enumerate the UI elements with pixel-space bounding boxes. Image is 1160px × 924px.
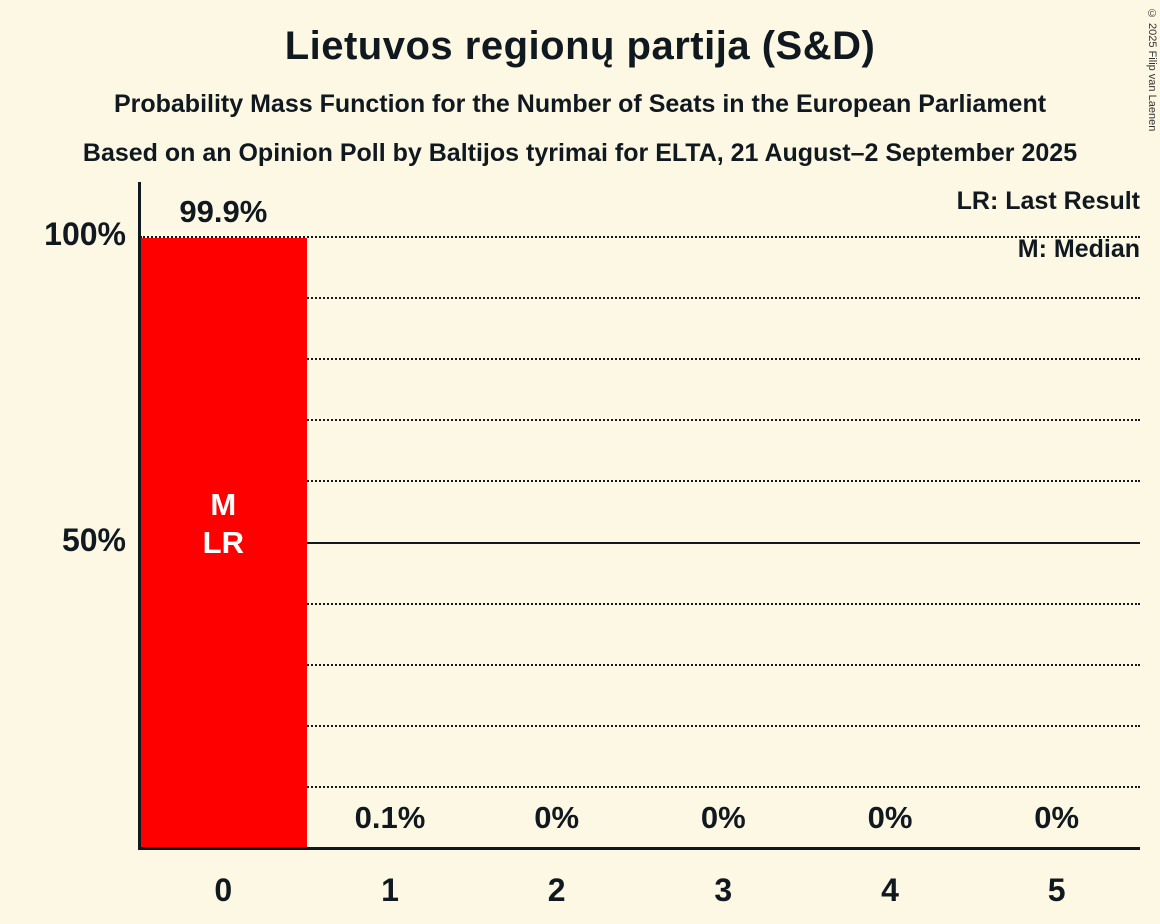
x-tick-label-1: 1 [381, 872, 399, 908]
bar-annotation-0: M LR [202, 486, 244, 560]
x-tick-label-4: 4 [881, 872, 899, 908]
y-axis-line [138, 182, 141, 850]
x-tick-label-3: 3 [714, 872, 733, 908]
gridline-20pct [140, 724, 1140, 727]
legend-last-result: LR: Last Result [956, 187, 1140, 215]
chart-title: Lietuvos regionų partija (S&D) [284, 24, 876, 68]
x-axis-line [138, 847, 1140, 850]
bar-value-label-0: 99.9% [179, 193, 268, 229]
bar-value-label-4: 0% [867, 800, 913, 835]
gridline-40pct [140, 602, 1140, 605]
gridline-60pct [140, 480, 1140, 483]
gridline-10pct [140, 785, 1140, 788]
bar-value-label-5: 0% [1034, 800, 1080, 835]
gridline-100pct [140, 236, 1140, 238]
x-tick-label-0: 0 [214, 872, 233, 908]
gridline-80pct [140, 358, 1140, 361]
chart-source-line: Based on an Opinion Poll by Baltijos tyr… [82, 139, 1078, 167]
x-tick-label-5: 5 [1047, 872, 1066, 908]
legend-median: M: Median [1017, 235, 1140, 263]
y-tick-label-50: 50% [61, 521, 126, 558]
x-tick-label-2: 2 [547, 872, 566, 908]
gridline-50pct [140, 541, 1140, 544]
gridline-30pct [140, 663, 1140, 666]
bar-seats-0 [140, 237, 307, 848]
gridline-70pct [140, 419, 1140, 422]
copyright-text: © 2025 Filip van Laenen [1146, 8, 1158, 132]
bar-value-label-2: 0% [534, 800, 580, 835]
y-tick-label-100: 100% [44, 216, 126, 252]
gridline-90pct [140, 297, 1140, 300]
bar-value-label-1: 0.1% [354, 800, 426, 835]
chart-subtitle: Probability Mass Function for the Number… [113, 90, 1047, 118]
bar-value-label-3: 0% [700, 800, 746, 835]
